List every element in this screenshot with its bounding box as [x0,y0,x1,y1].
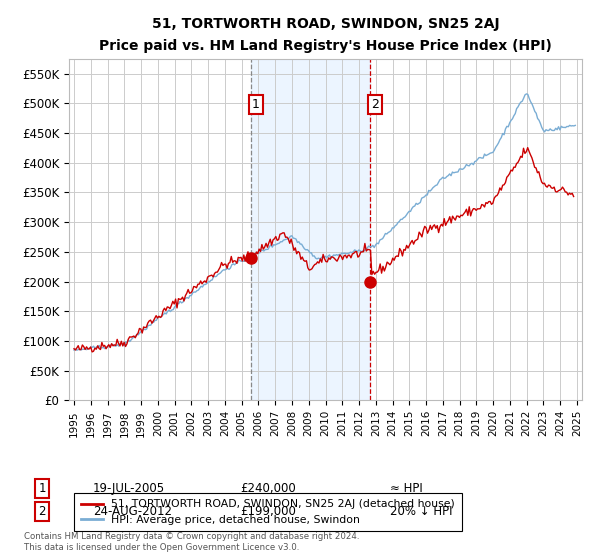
Text: Contains HM Land Registry data © Crown copyright and database right 2024.
This d: Contains HM Land Registry data © Crown c… [24,532,359,552]
Legend: 51, TORTWORTH ROAD, SWINDON, SN25 2AJ (detached house), HPI: Average price, deta: 51, TORTWORTH ROAD, SWINDON, SN25 2AJ (d… [74,493,461,531]
Text: ≈ HPI: ≈ HPI [390,482,423,495]
Title: 51, TORTWORTH ROAD, SWINDON, SN25 2AJ
Price paid vs. HM Land Registry's House Pr: 51, TORTWORTH ROAD, SWINDON, SN25 2AJ Pr… [99,17,552,53]
Text: 1: 1 [252,98,260,111]
Bar [251,59,370,400]
Text: £199,000: £199,000 [240,505,296,519]
Text: £240,000: £240,000 [240,482,296,495]
Text: 20% ↓ HPI: 20% ↓ HPI [390,505,452,519]
Text: 2: 2 [371,98,379,111]
Text: 1: 1 [38,482,46,495]
Text: 19-JUL-2005: 19-JUL-2005 [93,482,165,495]
Text: 24-AUG-2012: 24-AUG-2012 [93,505,172,519]
Text: 2: 2 [38,505,46,519]
